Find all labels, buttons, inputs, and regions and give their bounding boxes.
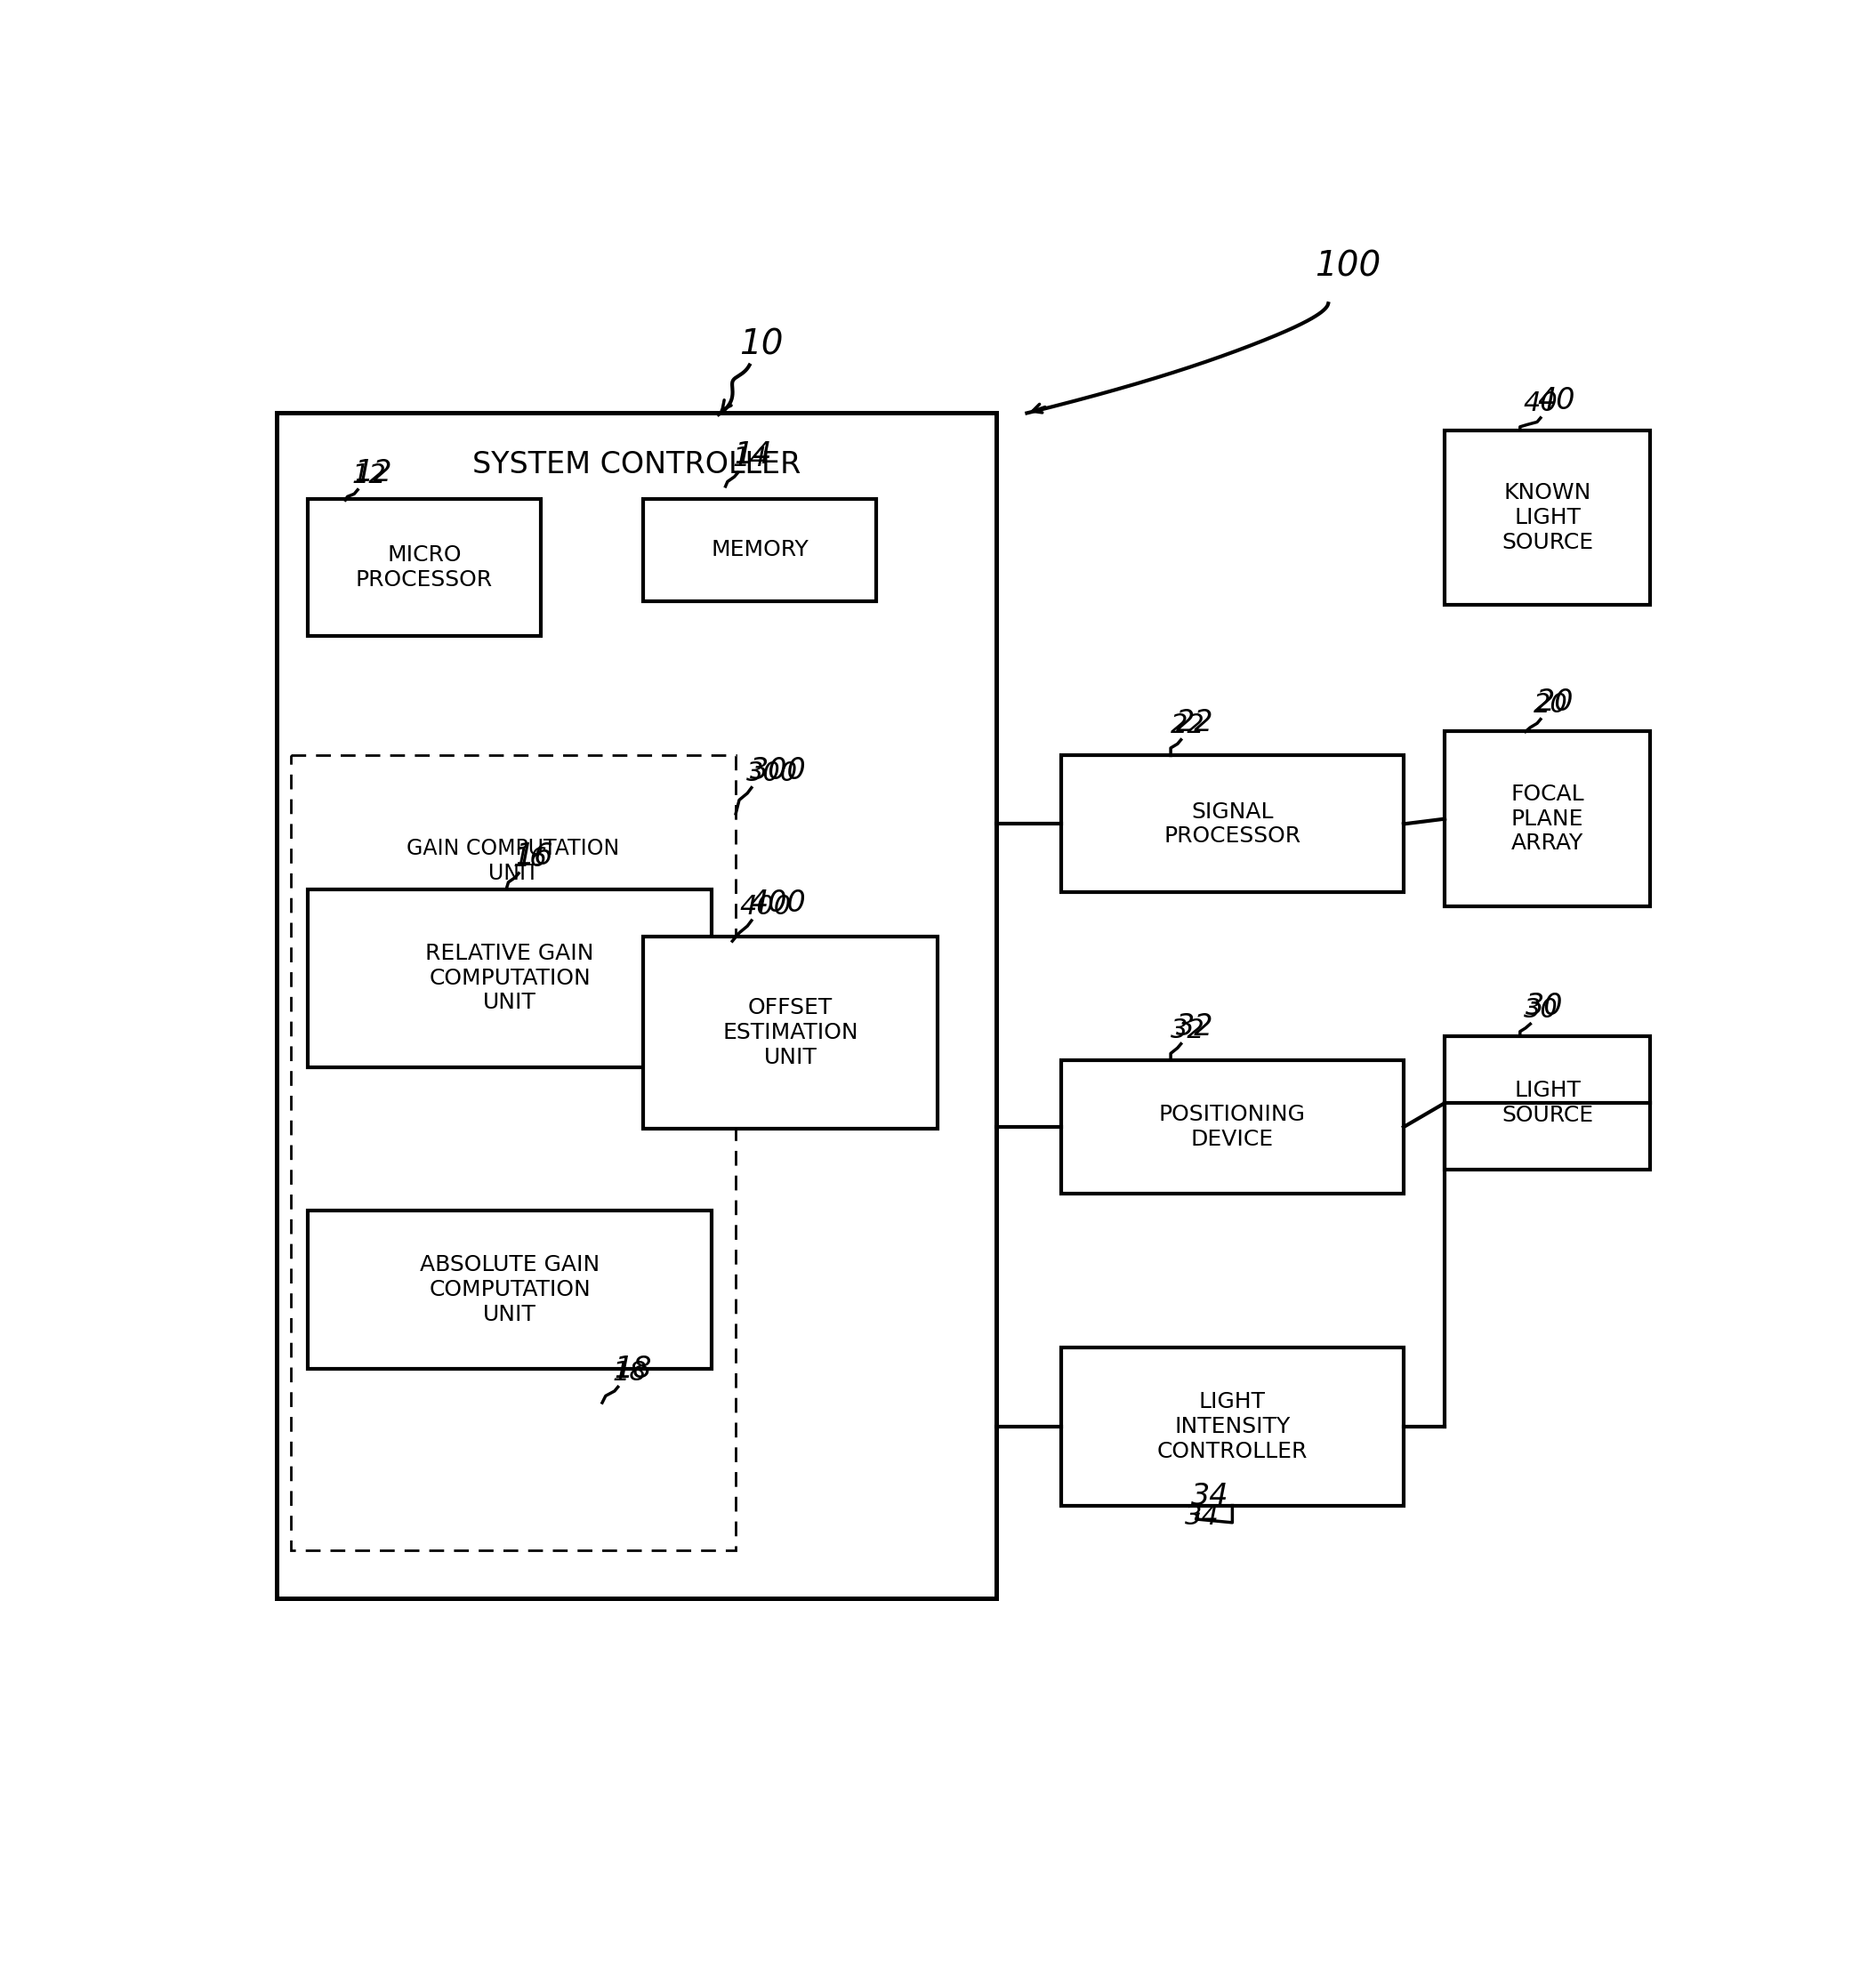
Text: 40: 40	[1523, 391, 1557, 417]
Text: 100: 100	[1315, 248, 1381, 282]
Text: 12: 12	[355, 457, 392, 487]
Text: 30: 30	[1525, 992, 1563, 1021]
Text: 40: 40	[1536, 385, 1576, 415]
Text: 34: 34	[1191, 1482, 1229, 1510]
Text: MEMORY: MEMORY	[711, 538, 809, 560]
Text: POSITIONING
DEVICE: POSITIONING DEVICE	[1159, 1105, 1306, 1150]
Bar	[308, 1210, 711, 1369]
Text: ABSOLUTE GAIN
COMPUTATION
UNIT: ABSOLUTE GAIN COMPUTATION UNIT	[420, 1254, 600, 1325]
Text: 16: 16	[514, 846, 548, 872]
Text: 400: 400	[750, 888, 807, 918]
Bar	[278, 413, 996, 1598]
Bar	[308, 499, 540, 636]
Text: 20: 20	[1536, 688, 1574, 717]
Text: 14: 14	[732, 445, 767, 471]
Text: 30: 30	[1523, 997, 1557, 1023]
Text: 32: 32	[1171, 1017, 1204, 1043]
Bar	[1062, 755, 1403, 892]
Text: 10: 10	[739, 328, 782, 362]
Text: 22: 22	[1176, 707, 1214, 737]
Text: MICRO
PROCESSOR: MICRO PROCESSOR	[356, 544, 493, 590]
Text: SIGNAL
PROCESSOR: SIGNAL PROCESSOR	[1163, 801, 1300, 846]
Bar	[308, 888, 711, 1067]
Bar	[1445, 731, 1651, 906]
Text: 20: 20	[1535, 691, 1568, 717]
Bar	[1062, 1347, 1403, 1506]
Text: LIGHT
SOURCE: LIGHT SOURCE	[1501, 1081, 1593, 1127]
Text: GAIN COMPUTATION
UNIT: GAIN COMPUTATION UNIT	[407, 839, 619, 884]
Bar	[643, 499, 876, 602]
Text: FOCAL
PLANE
ARRAY: FOCAL PLANE ARRAY	[1510, 783, 1583, 854]
Text: 12: 12	[353, 463, 386, 489]
Text: 22: 22	[1171, 713, 1204, 739]
Text: RELATIVE GAIN
COMPUTATION
UNIT: RELATIVE GAIN COMPUTATION UNIT	[426, 942, 595, 1013]
Bar	[1445, 1037, 1651, 1170]
Text: 18: 18	[615, 1355, 653, 1385]
Text: KNOWN
LIGHT
SOURCE: KNOWN LIGHT SOURCE	[1501, 483, 1593, 552]
Text: 16: 16	[516, 841, 553, 870]
Text: 18: 18	[612, 1359, 647, 1385]
Text: 300: 300	[750, 755, 807, 785]
Text: OFFSET
ESTIMATION
UNIT: OFFSET ESTIMATION UNIT	[722, 997, 859, 1069]
Bar	[643, 938, 938, 1129]
Text: 34: 34	[1184, 1504, 1219, 1530]
Bar	[1445, 431, 1651, 604]
Text: 32: 32	[1176, 1011, 1214, 1041]
Bar	[291, 755, 735, 1550]
Bar	[1062, 1061, 1403, 1194]
Text: 400: 400	[739, 894, 792, 920]
Text: LIGHT
INTENSITY
CONTROLLER: LIGHT INTENSITY CONTROLLER	[1157, 1391, 1308, 1462]
Text: SYSTEM CONTROLLER: SYSTEM CONTROLLER	[473, 449, 801, 479]
Text: 300: 300	[747, 761, 797, 787]
Text: 14: 14	[734, 441, 773, 469]
